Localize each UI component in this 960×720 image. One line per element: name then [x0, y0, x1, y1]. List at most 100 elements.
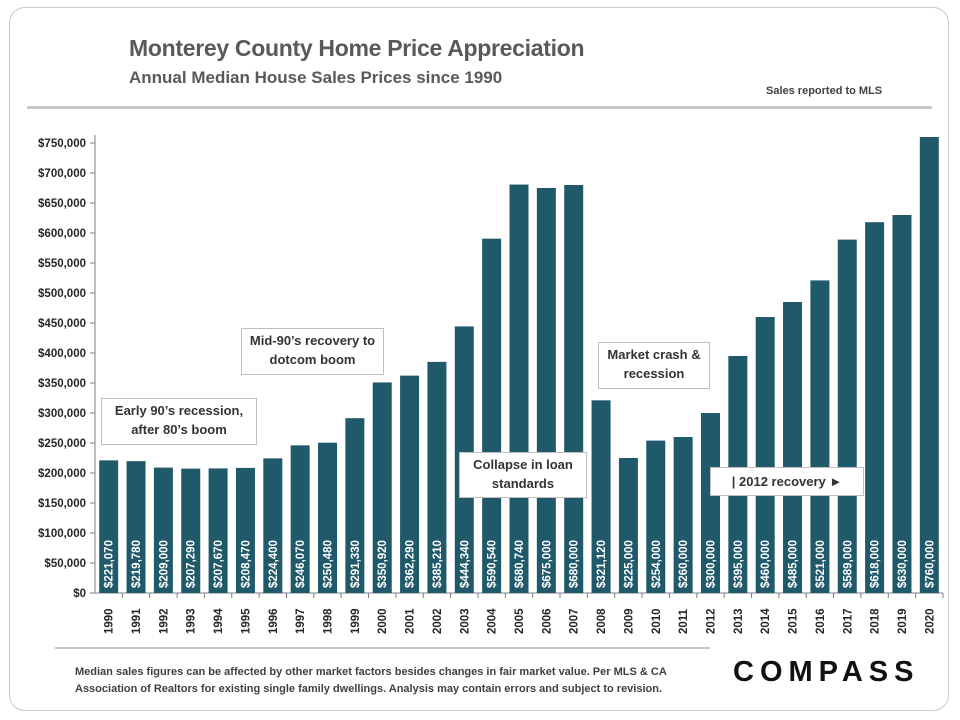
- x-tick-label: 2009: [623, 608, 635, 634]
- y-tick-label: $450,000: [38, 318, 86, 330]
- y-tick-label: $550,000: [38, 258, 86, 270]
- y-tick-label: $200,000: [38, 468, 86, 480]
- bar: [591, 400, 611, 593]
- bar: [783, 302, 803, 593]
- y-tick-label: $650,000: [38, 198, 86, 210]
- bar: [646, 440, 666, 593]
- x-tick-label: 2005: [514, 608, 526, 634]
- data-label: $350,920: [377, 540, 389, 588]
- data-label: $260,000: [678, 540, 690, 588]
- y-tick-label: $750,000: [38, 138, 86, 150]
- bar: [126, 461, 146, 593]
- data-label: $460,000: [760, 540, 772, 588]
- chart-subtitle: Annual Median House Sales Prices since 1…: [129, 68, 503, 87]
- data-label: $680,000: [569, 540, 581, 588]
- y-tick-label: $250,000: [38, 438, 86, 450]
- chart-title: Monterey County Home Price Appreciation: [129, 35, 585, 61]
- data-label: $321,120: [596, 540, 608, 588]
- bar: [181, 468, 201, 593]
- data-label: $207,290: [186, 540, 198, 588]
- top-divider: [27, 106, 932, 109]
- x-tick-label: 2013: [733, 608, 745, 634]
- bar: [318, 442, 338, 593]
- bar: [509, 184, 529, 593]
- x-tick-label: 1992: [158, 608, 170, 634]
- x-tick-label: 2004: [487, 608, 499, 634]
- annotation-early-90s: Early 90’s recession, after 80’s boom: [101, 398, 257, 445]
- x-tick-label: 2000: [377, 608, 389, 634]
- annotation-market-crash: Market crash & recession: [598, 342, 710, 389]
- data-label: $219,780: [131, 540, 143, 588]
- annotation-mid-90s: Mid-90’s recovery to dotcom boom: [241, 328, 384, 375]
- bar: [919, 137, 939, 593]
- data-label: $224,400: [268, 540, 280, 588]
- x-tick-label: 2006: [541, 608, 553, 634]
- data-label: $680,740: [514, 540, 526, 588]
- bar: [536, 188, 556, 593]
- x-tick-label: 2014: [760, 608, 772, 634]
- data-label: $250,480: [323, 540, 335, 588]
- bar: [837, 239, 857, 593]
- x-tick-label: 2011: [678, 608, 690, 634]
- x-tick-label: 2020: [924, 608, 936, 634]
- bar: [755, 317, 775, 593]
- bar: [618, 458, 638, 593]
- y-tick-label: $350,000: [38, 378, 86, 390]
- data-label: $675,000: [541, 540, 553, 588]
- y-tick-label: $100,000: [38, 528, 86, 540]
- data-label: $207,670: [213, 540, 225, 588]
- y-tick-label: $600,000: [38, 228, 86, 240]
- x-tick-label: 2019: [897, 608, 909, 634]
- x-tick-label: 1997: [295, 608, 307, 634]
- x-tick-label: 2018: [870, 608, 882, 634]
- x-tick-label: 1995: [240, 608, 252, 634]
- data-label: $291,330: [350, 540, 362, 588]
- data-label: $618,000: [870, 540, 882, 588]
- y-tick-label: $300,000: [38, 408, 86, 420]
- y-tick-label: $500,000: [38, 288, 86, 300]
- x-tick-label: 2003: [459, 608, 471, 634]
- data-label: $521,000: [815, 540, 827, 588]
- bar: [700, 413, 720, 593]
- x-tick-label: 1994: [213, 608, 225, 634]
- bar: [235, 467, 255, 593]
- data-label: $395,000: [733, 540, 745, 588]
- bar: [153, 467, 173, 593]
- bottom-divider: [55, 647, 710, 649]
- bar: [99, 460, 119, 593]
- bar: [892, 215, 912, 593]
- data-label: $246,070: [295, 540, 307, 588]
- x-tick-label: 2001: [405, 608, 417, 634]
- x-tick-label: 2016: [815, 608, 827, 634]
- data-label: $385,210: [432, 540, 444, 588]
- annotation-collapse: Collapse in loan standards: [459, 452, 587, 498]
- data-label: $225,000: [623, 540, 635, 588]
- y-tick-label: $50,000: [44, 558, 86, 570]
- x-tick-label: 2017: [842, 608, 854, 634]
- bar: [208, 468, 228, 593]
- annotation-2012-recovery: | 2012 recovery ►: [710, 467, 864, 496]
- y-tick-label: $0: [73, 588, 86, 600]
- data-label: $300,000: [705, 540, 717, 588]
- bar: [263, 458, 283, 593]
- bar: [345, 418, 365, 593]
- data-label: $630,000: [897, 540, 909, 588]
- x-tick-label: 2010: [651, 608, 663, 634]
- y-tick-label: $400,000: [38, 348, 86, 360]
- bar: [400, 375, 420, 593]
- x-tick-label: 1998: [323, 608, 335, 634]
- y-tick-label: $150,000: [38, 498, 86, 510]
- x-tick-label: 2007: [569, 608, 581, 634]
- bar: [564, 185, 584, 593]
- bar: [482, 238, 502, 593]
- x-tick-label: 1996: [268, 608, 280, 634]
- x-tick-label: 2012: [705, 608, 717, 634]
- data-label: $208,470: [240, 540, 252, 588]
- x-tick-label: 2002: [432, 608, 444, 634]
- footer-disclaimer: Median sales figures can be affected by …: [75, 666, 667, 695]
- data-label: $362,290: [405, 540, 417, 588]
- y-tick-label: $700,000: [38, 168, 86, 180]
- bar: [372, 382, 392, 593]
- data-label: $589,000: [842, 540, 854, 588]
- x-tick-label: 1993: [186, 608, 198, 634]
